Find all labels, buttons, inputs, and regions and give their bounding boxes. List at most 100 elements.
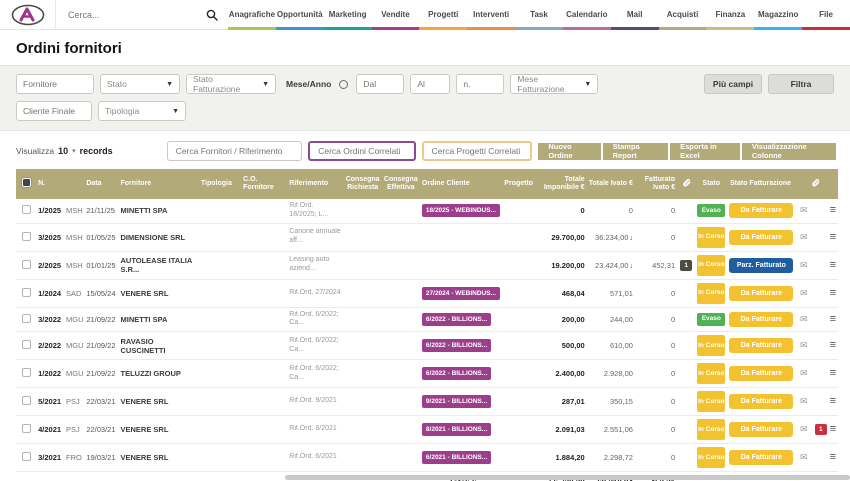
table-row[interactable]: 1/2022 MGU 21/09/22 TELUZZI GROUP Rif.Ord. 6… (16, 359, 838, 388)
nav-item-acquisti[interactable]: Acquisti (658, 0, 707, 30)
nav-item-interventi[interactable]: Interventi (467, 0, 516, 30)
supplier-name[interactable]: AUTOLEASE ITALIA S.R... (120, 256, 193, 274)
col-header-n[interactable]: N. (36, 169, 85, 199)
row-checkbox[interactable] (21, 368, 31, 377)
billing-status-badge[interactable]: Da Fatturare (729, 229, 794, 245)
order-number[interactable]: 2/2022 (38, 341, 62, 350)
status-badge[interactable]: Evaso (697, 204, 726, 218)
nav-item-file[interactable]: File (802, 0, 850, 30)
mese-fatturazione-filter-select[interactable]: Mese Fatturazione ▼ (510, 74, 599, 94)
row-checkbox[interactable] (21, 287, 31, 297)
chevron-down-icon[interactable]: ▾ (72, 148, 76, 155)
table-row[interactable]: 1/2024 SAD 15/05/24 VENERE SRL Rif.Ord. 27/2… (16, 279, 838, 308)
billing-status-badge[interactable]: Da Fatturare (729, 394, 794, 409)
cliente-finale-input[interactable] (23, 106, 85, 116)
table-row[interactable]: 3/2025 MSH 01/05/25 DIMENSIONE SRL Canone an… (16, 223, 838, 252)
col-header-riferimento[interactable]: Riferimento (287, 169, 344, 199)
search-progetti-box[interactable] (421, 141, 533, 161)
supplier-name[interactable]: VENERE SRL (120, 288, 169, 298)
row-menu-icon[interactable]: ≡ (829, 286, 836, 299)
status-badge[interactable]: In Corso (697, 447, 726, 468)
nav-item-mail[interactable]: Mail (610, 0, 659, 30)
n-input[interactable] (463, 79, 498, 89)
nav-item-task[interactable]: Task (515, 0, 563, 30)
supplier-name[interactable]: MINETTI SPA (120, 314, 168, 324)
col-header-ordine-cliente[interactable]: Ordine Cliente (419, 169, 503, 199)
status-badge[interactable]: In Corso (697, 391, 726, 412)
nav-item-marketing[interactable]: Marketing (323, 0, 372, 30)
billing-status-badge[interactable]: Da Fatturare (729, 422, 794, 437)
status-badge[interactable]: Evaso (697, 312, 726, 326)
billing-status-badge[interactable]: Da Fatturare (729, 285, 794, 301)
row-menu-icon[interactable]: ≡ (829, 230, 836, 243)
table-row[interactable]: 4/2021 PSJ 22/03/21 VENERE SRL Rif.Ord. 8/20… (16, 415, 838, 444)
col-header-data[interactable]: Data (84, 169, 119, 199)
nav-item-opportunità[interactable]: Opportunità (275, 0, 324, 30)
app-logo[interactable] (0, 0, 56, 29)
stato-filter-select[interactable]: Stato ▼ (100, 74, 180, 94)
nav-item-finanza[interactable]: Finanza (706, 0, 755, 30)
order-number[interactable]: 4/2021 (38, 425, 62, 434)
order-number[interactable]: 5/2021 (38, 397, 62, 406)
status-badge[interactable]: In Corso (697, 335, 726, 356)
order-client-badge[interactable]: 6/2021 - BILLIONS... (421, 451, 492, 464)
row-checkbox[interactable] (21, 340, 31, 349)
visualizzazione-colonne-button[interactable]: Visualizzazione Colonne (741, 142, 836, 160)
status-badge[interactable]: In Corso (697, 419, 726, 440)
supplier-name[interactable]: MINETTI SPA (120, 206, 168, 216)
filtra-button[interactable]: Filtra (768, 74, 834, 94)
clock-circle-icon[interactable] (339, 79, 349, 89)
nav-item-magazzino[interactable]: Magazzino (754, 0, 803, 30)
row-menu-icon[interactable]: ≡ (829, 367, 836, 379)
mail-icon[interactable]: ✉ (799, 396, 808, 406)
order-number[interactable]: 3/2025 (38, 232, 62, 242)
row-checkbox[interactable] (21, 231, 31, 241)
select-all-checkbox[interactable] (20, 176, 32, 188)
mail-icon[interactable]: ✉ (799, 205, 808, 216)
tipologia-filter-select[interactable]: Tipologia ▼ (98, 101, 186, 121)
billing-status-badge[interactable]: Da Fatturare (729, 366, 794, 381)
order-number[interactable]: 1/2025 (38, 206, 62, 216)
nav-item-calendario[interactable]: Calendario (562, 0, 611, 30)
col-header-stato-fatturazione[interactable]: Stato Fatturazione (727, 169, 794, 199)
supplier-name[interactable]: VENERE SRL (120, 425, 169, 434)
order-client-badge[interactable]: 9/2021 - BILLIONS... (421, 395, 492, 408)
search-ordini-input[interactable] (318, 146, 406, 156)
search-ordini-box[interactable] (308, 141, 416, 161)
table-row[interactable]: 2/2022 MGU 21/09/22 RAVASIO CUSCINETTI Rif.O… (16, 331, 838, 360)
order-client-badge[interactable]: 6/2022 - BILLIONS... (421, 367, 492, 380)
col-header-stato[interactable]: Stato (695, 169, 728, 199)
mail-icon[interactable]: ✉ (799, 368, 808, 378)
dal-input[interactable] (363, 79, 398, 89)
billing-status-badge[interactable]: Da Fatturare (729, 311, 794, 327)
piu-campi-button[interactable]: Più campi (704, 74, 762, 94)
row-menu-icon[interactable]: ≡ (829, 312, 836, 325)
mail-icon[interactable]: ✉ (799, 424, 808, 434)
nuovo-ordine-button[interactable]: Nuovo Ordine (538, 142, 601, 160)
attachment-count-badge[interactable]: 1 (680, 259, 692, 271)
mail-icon[interactable]: ✉ (799, 259, 808, 270)
search-progetti-input[interactable] (431, 146, 523, 156)
order-client-badge[interactable]: 8/2021 - BILLIONS... (421, 423, 492, 436)
supplier-name[interactable]: DIMENSIONE SRL (120, 232, 186, 242)
order-client-badge[interactable]: 27/2024 - WEBINDUS... (421, 286, 500, 300)
notification-count-badge[interactable]: 1 (814, 424, 827, 435)
row-checkbox[interactable] (21, 396, 31, 405)
supplier-name[interactable]: VENERE SRL (120, 453, 169, 462)
table-row[interactable]: 5/2021 PSJ 22/03/21 VENERE SRL Rif.Ord. 9/20… (16, 387, 838, 416)
fornitore-filter-input[interactable] (16, 74, 94, 94)
order-client-badge[interactable]: 6/2022 - BILLIONS... (421, 339, 492, 352)
mail-icon[interactable]: ✉ (799, 452, 808, 462)
mail-icon[interactable]: ✉ (799, 340, 808, 350)
billing-status-badge[interactable]: Da Fatturare (729, 203, 794, 219)
billing-status-badge[interactable]: Da Fatturare (729, 338, 794, 353)
esporta-excel-button[interactable]: Esporta in Excel (670, 142, 740, 160)
row-menu-icon[interactable]: ≡ (829, 451, 836, 463)
row-checkbox[interactable] (21, 424, 31, 433)
billing-status-badge[interactable]: Parz. Fatturato (729, 257, 794, 273)
row-checkbox[interactable] (21, 452, 31, 461)
col-header-co-fornitore[interactable]: C.O. Fornitore (241, 169, 288, 199)
order-number[interactable]: 3/2021 (38, 453, 62, 462)
page-size-value[interactable]: 10 (58, 146, 69, 156)
stampa-report-button[interactable]: Stampa Report (602, 142, 669, 160)
